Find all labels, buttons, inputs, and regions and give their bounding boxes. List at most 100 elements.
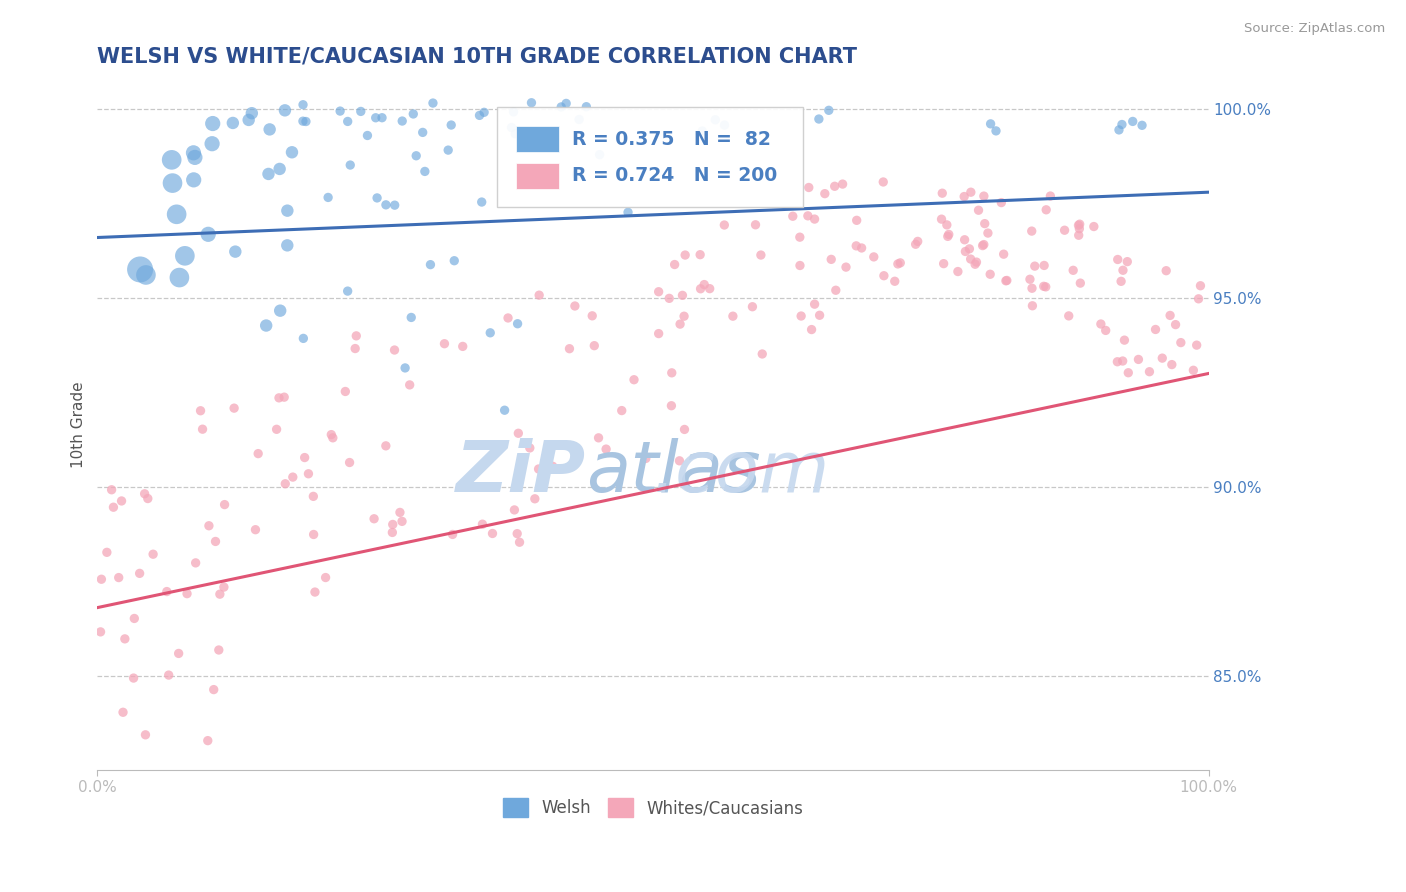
Point xyxy=(1069,221,1091,235)
Point xyxy=(276,203,298,218)
Point xyxy=(496,310,519,325)
Point xyxy=(973,237,995,252)
Y-axis label: 10th Grade: 10th Grade xyxy=(72,381,86,467)
Point xyxy=(304,585,326,599)
Point xyxy=(699,282,721,296)
Point xyxy=(1035,280,1057,294)
Point xyxy=(1111,354,1133,368)
Point xyxy=(111,706,134,720)
FancyBboxPatch shape xyxy=(498,106,803,207)
Point xyxy=(281,145,304,160)
Point xyxy=(363,512,385,526)
Point xyxy=(523,491,546,506)
Point xyxy=(1160,358,1182,372)
Point xyxy=(1144,322,1167,336)
Point xyxy=(1067,228,1090,243)
Point xyxy=(176,587,198,601)
Point xyxy=(142,547,165,561)
Point xyxy=(555,96,578,111)
Point xyxy=(259,122,281,136)
Point xyxy=(972,238,994,252)
Point xyxy=(1111,118,1133,132)
Point xyxy=(568,112,591,127)
Point xyxy=(437,143,460,157)
Point xyxy=(931,186,953,201)
Point xyxy=(339,158,361,172)
Point xyxy=(872,175,894,189)
Text: WELSH VS WHITE/CAUCASIAN 10TH GRADE CORRELATION CHART: WELSH VS WHITE/CAUCASIAN 10TH GRADE CORR… xyxy=(97,46,858,66)
Point xyxy=(344,342,367,356)
Point xyxy=(835,260,858,274)
Point xyxy=(162,176,184,190)
Point xyxy=(1108,123,1130,137)
Point xyxy=(198,518,221,533)
Point xyxy=(520,95,543,110)
Point xyxy=(222,116,245,130)
Point xyxy=(1083,219,1105,234)
Point xyxy=(661,399,683,413)
Point xyxy=(959,185,981,199)
Point xyxy=(160,153,183,167)
Point xyxy=(191,422,214,436)
Point xyxy=(274,103,297,118)
Point xyxy=(1021,299,1043,313)
Text: atlas: atlas xyxy=(586,438,761,508)
Point xyxy=(169,270,191,285)
Point xyxy=(184,150,207,164)
Point xyxy=(183,173,205,187)
Point xyxy=(468,108,491,122)
Point xyxy=(224,401,246,416)
Point xyxy=(803,297,825,311)
Point xyxy=(202,682,225,697)
Point xyxy=(100,483,122,497)
Point xyxy=(201,116,224,130)
Point xyxy=(749,248,772,262)
Point xyxy=(1090,317,1112,331)
Point xyxy=(197,227,219,242)
Point xyxy=(565,168,588,182)
Point xyxy=(269,161,291,176)
Point xyxy=(122,671,145,685)
Point xyxy=(973,189,995,203)
Point xyxy=(114,632,136,646)
Point xyxy=(371,111,394,125)
Point xyxy=(508,426,530,441)
Point xyxy=(1067,219,1090,233)
Point xyxy=(134,487,156,501)
Point xyxy=(527,462,550,476)
Point xyxy=(1069,276,1091,290)
Point xyxy=(1053,223,1076,237)
Point xyxy=(322,431,344,445)
Point xyxy=(384,343,406,357)
Point xyxy=(741,300,763,314)
Point xyxy=(471,195,494,210)
Point xyxy=(443,253,465,268)
Point xyxy=(959,252,981,266)
Point xyxy=(979,267,1001,281)
Point xyxy=(201,136,224,151)
Point xyxy=(931,212,953,227)
Point xyxy=(398,378,420,392)
Point xyxy=(647,326,669,341)
Point xyxy=(661,366,683,380)
Point xyxy=(315,570,337,584)
Bar xyxy=(516,126,558,153)
Point xyxy=(789,230,811,244)
Point xyxy=(441,527,464,541)
Point xyxy=(1139,365,1161,379)
Point xyxy=(291,114,314,128)
Point xyxy=(388,505,411,519)
Point xyxy=(980,117,1002,131)
Point xyxy=(588,431,610,445)
Point xyxy=(503,503,526,517)
Point xyxy=(995,273,1018,287)
Point xyxy=(266,422,288,436)
Point xyxy=(103,500,125,515)
Point xyxy=(374,198,396,212)
Point xyxy=(1094,323,1116,337)
Point xyxy=(479,326,502,340)
Point xyxy=(1189,278,1212,293)
Point xyxy=(364,111,387,125)
Point xyxy=(803,212,825,227)
Point xyxy=(782,209,804,223)
